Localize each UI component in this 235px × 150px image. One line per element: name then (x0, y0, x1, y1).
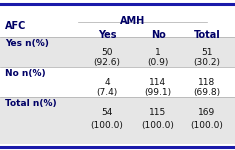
Text: (92.6): (92.6) (94, 58, 121, 68)
Text: 51: 51 (201, 48, 213, 57)
Text: 54: 54 (101, 108, 113, 117)
Text: (100.0): (100.0) (141, 121, 174, 130)
Text: 114: 114 (149, 78, 167, 87)
Text: AMH: AMH (120, 16, 145, 26)
Text: (30.2): (30.2) (193, 58, 220, 68)
Text: AFC: AFC (5, 21, 26, 31)
Text: No: No (151, 30, 165, 40)
Text: (99.1): (99.1) (145, 88, 172, 98)
Bar (0, 97, 235, 144)
Text: (100.0): (100.0) (90, 121, 123, 130)
Text: 50: 50 (101, 48, 113, 57)
Text: 4: 4 (104, 78, 110, 87)
Text: No n(%): No n(%) (5, 69, 46, 78)
Text: Total n(%): Total n(%) (5, 99, 57, 108)
Text: Yes n(%): Yes n(%) (5, 39, 49, 48)
Text: (69.8): (69.8) (193, 88, 221, 98)
Text: Yes: Yes (98, 30, 116, 40)
Text: (7.4): (7.4) (96, 88, 118, 98)
Bar (0, 67, 235, 97)
Text: 118: 118 (198, 78, 216, 87)
Text: 115: 115 (149, 108, 167, 117)
Text: Total: Total (194, 30, 220, 40)
Text: 169: 169 (198, 108, 216, 117)
Text: 1: 1 (155, 48, 161, 57)
Text: (0.9): (0.9) (147, 58, 169, 68)
Text: (100.0): (100.0) (191, 121, 223, 130)
Bar (0, 37, 235, 67)
